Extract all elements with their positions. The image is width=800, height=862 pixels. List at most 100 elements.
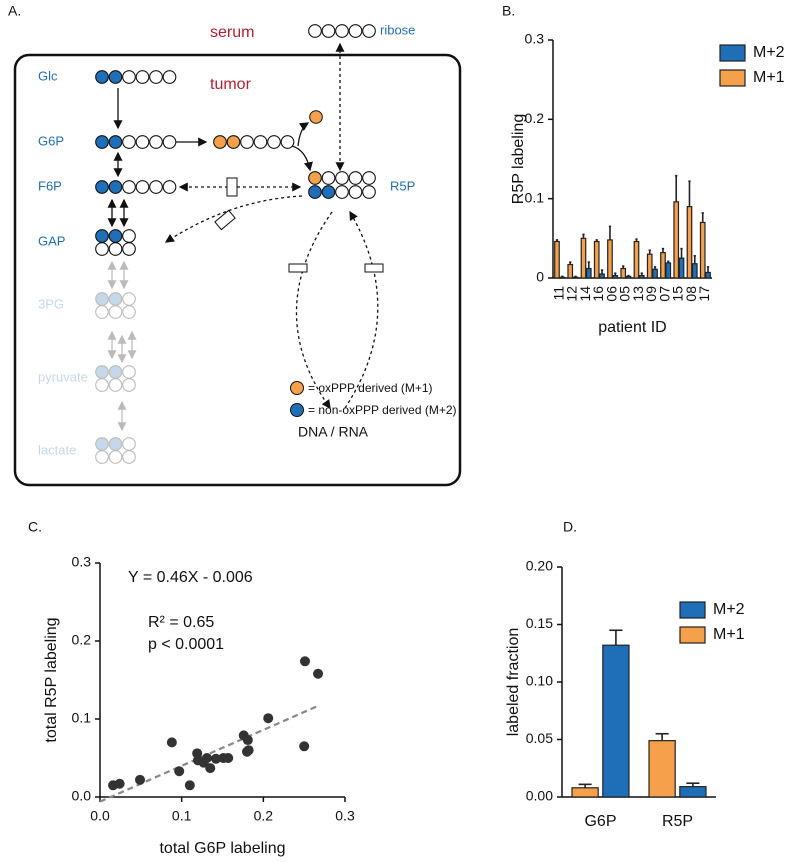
x-tick-label: 12: [564, 286, 580, 302]
annotation: p < 0.0001: [148, 636, 224, 653]
point: [184, 780, 195, 791]
carbon: [213, 135, 227, 149]
x-tick-label: 0.1: [172, 808, 192, 824]
carbon: [122, 378, 136, 392]
x-axis-label: total G6P labeling: [159, 840, 285, 857]
bar: [567, 263, 574, 279]
y-axis-label: labeled fraction: [505, 628, 522, 737]
carbon: [122, 229, 136, 243]
compartment-label: tumor: [210, 76, 252, 93]
bar: [585, 267, 592, 279]
carbon: [108, 229, 123, 243]
carbon: [95, 70, 109, 84]
x-axis-label: patient ID: [598, 319, 666, 336]
point: [135, 774, 146, 785]
panel-label: C.: [28, 519, 42, 535]
x-tick-label: 0.2: [254, 808, 274, 824]
metabolite-label: pyruvate: [38, 369, 88, 384]
carbon: [149, 70, 163, 84]
x-tick-label: 15: [670, 286, 686, 302]
bar: [593, 240, 600, 279]
y-tick-label: 0.2: [72, 632, 92, 648]
y-tick-label: 0.1: [72, 710, 92, 726]
point: [299, 741, 310, 752]
carbon: [162, 70, 177, 84]
metabolite-label: lactate: [38, 442, 76, 457]
carbon: [348, 185, 363, 199]
bar: [638, 275, 645, 279]
carbon: [135, 180, 150, 194]
carbon: [122, 437, 136, 451]
bar: [602, 644, 630, 798]
carbon: [95, 242, 109, 256]
carbon: [308, 171, 322, 185]
metabolite-label: 3PG: [38, 296, 64, 311]
bar: [633, 240, 640, 279]
bar: [607, 239, 613, 279]
carbon: [335, 171, 349, 185]
carbon: [108, 305, 123, 319]
bar: [599, 273, 605, 279]
x-tick-label: 05: [617, 286, 633, 302]
y-tick-label: 0.0: [72, 788, 92, 804]
legend-label: M+2: [753, 44, 785, 61]
bar: [571, 787, 599, 798]
point: [299, 656, 310, 667]
x-tick-label: 06: [603, 286, 619, 302]
pathway-diagram: A. serum tumor ribose Glc G6P F6P GAP 3P…: [8, 3, 462, 487]
legend-swatch: [719, 44, 746, 62]
bar: [648, 740, 676, 798]
metabolite-label: Glc: [38, 68, 58, 83]
legend-label: M+1: [753, 69, 785, 86]
y-tick-label: 0.1: [525, 189, 545, 205]
carbon: [122, 180, 136, 194]
carbon: [321, 171, 336, 185]
carbon: [108, 292, 123, 306]
point: [114, 778, 125, 789]
x-tick-label: 11: [550, 286, 566, 301]
legend-label: M+2: [713, 601, 745, 618]
carbon: [309, 110, 323, 124]
legend-label: = oxPPP derived (M+1): [308, 381, 433, 395]
point: [242, 735, 253, 746]
x-tick-label: 0.3: [335, 808, 355, 824]
bar: [652, 268, 658, 279]
bar: [572, 276, 579, 279]
carbon: [308, 185, 322, 199]
bar: [699, 221, 706, 279]
bar: [691, 263, 698, 279]
point: [210, 753, 221, 764]
carbon: [122, 292, 136, 306]
y-tick-label: 0.3: [72, 554, 92, 570]
chart: C. 0.0 0.1 0.2 0.3 total R5P labeling total G6…: [28, 519, 355, 858]
x-tick-label: 17: [696, 286, 712, 302]
carbon: [108, 135, 123, 149]
metabolite-label: ribose: [380, 22, 415, 37]
carbon: [122, 135, 136, 149]
carbon: [122, 365, 136, 379]
y-tick-label: 0.3: [525, 31, 545, 47]
carbon: [162, 135, 177, 149]
bar: [580, 237, 587, 279]
carbon: [267, 135, 281, 149]
compartment-label: serum: [210, 24, 254, 41]
carbon: [95, 229, 109, 243]
bar: [679, 786, 707, 798]
legend-swatch: [719, 69, 746, 87]
carbon: [226, 135, 241, 149]
carbon: [108, 365, 123, 379]
panel-label: B.: [502, 3, 515, 19]
metabolite-label: GAP: [38, 233, 65, 248]
carbon: [95, 135, 109, 149]
x-tick-label: 16: [590, 286, 606, 302]
bar: [620, 267, 627, 279]
chart: D. 0.00 0.05 0.10 0.15 0.20 labeled fraction G6…: [505, 519, 744, 831]
legend-swatch: [290, 381, 304, 395]
carbon: [240, 135, 254, 149]
bar: [625, 275, 632, 279]
bar: [678, 257, 685, 279]
x-tick-label: R5P: [662, 813, 693, 830]
point: [174, 766, 185, 777]
carbon: [95, 450, 109, 464]
